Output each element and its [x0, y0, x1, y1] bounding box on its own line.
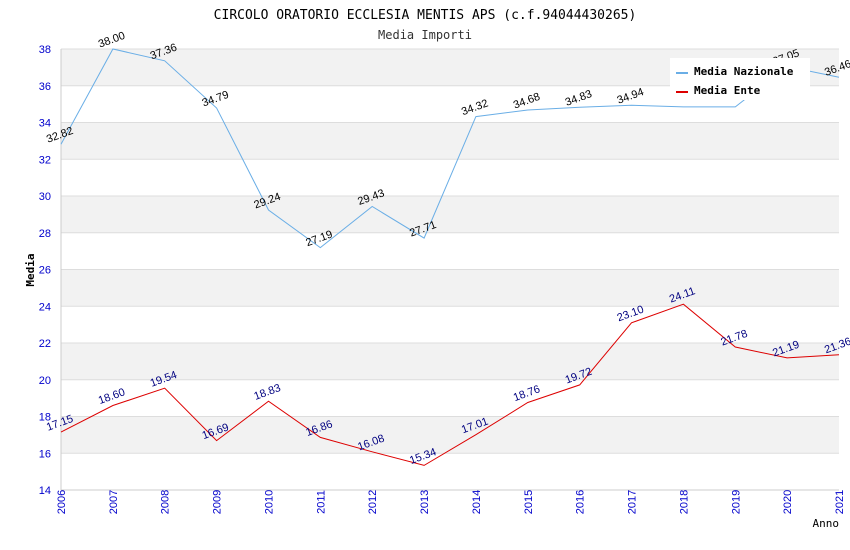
series-line-nazionale — [60, 48, 840, 249]
y-tick-label: 14 — [39, 485, 51, 497]
x-tick-label: 2020 — [782, 490, 794, 514]
y-tick-label: 28 — [39, 228, 51, 240]
y-tick-label: 20 — [39, 375, 51, 387]
y-tick-label: 16 — [39, 448, 51, 460]
grid-band — [61, 453, 839, 490]
y-tick-label: 32 — [39, 154, 51, 166]
x-axis-label: Anno — [813, 517, 840, 530]
x-tick-label: 2016 — [575, 490, 587, 514]
grid-band — [61, 122, 839, 160]
legend-box — [670, 58, 810, 100]
x-tick-label: 2006 — [56, 490, 68, 514]
y-tick-label: 36 — [39, 81, 51, 93]
grid-bands — [61, 49, 839, 490]
grid-band — [61, 269, 839, 307]
y-axis-ticks: 14 16 18 20 22 24 26 28 30 32 34 36 38 — [39, 44, 51, 497]
x-tick-label: 2017 — [627, 490, 639, 514]
y-axis-label: Media — [24, 253, 37, 286]
y-tick-label: 24 — [39, 301, 51, 313]
legend: Media Nazionale Media Ente — [670, 58, 810, 100]
grid-band — [61, 196, 839, 233]
series-line-ente — [60, 303, 840, 466]
x-tick-label: 2008 — [160, 490, 172, 514]
x-tick-label: 2018 — [678, 490, 690, 514]
x-tick-label: 2014 — [471, 490, 483, 514]
grid-band — [61, 416, 839, 454]
chart-title: CIRCOLO ORATORIO ECCLESIA MENTIS APS (c.… — [214, 8, 637, 23]
grid-band — [61, 232, 839, 270]
x-tick-label: 2021 — [834, 490, 846, 514]
x-tick-label: 2013 — [419, 490, 431, 514]
y-tick-label: 38 — [39, 44, 51, 56]
grid-band — [61, 379, 839, 417]
x-tick-label: 2011 — [315, 490, 327, 514]
y-tick-label: 22 — [39, 338, 51, 350]
x-tick-label: 2007 — [108, 490, 120, 514]
x-tick-label: 2019 — [730, 490, 742, 514]
x-tick-label: 2010 — [263, 490, 275, 514]
x-tick-label: 2009 — [212, 490, 224, 514]
data-label: 38.00 — [97, 30, 127, 51]
grid-band — [61, 343, 839, 380]
y-tick-label: 26 — [39, 265, 51, 277]
chart-subtitle: Media Importi — [378, 28, 472, 42]
x-tick-label: 2012 — [367, 490, 379, 514]
x-axis-ticks: 2006 2007 2008 2009 2010 2011 2012 2013 2014 2015… — [56, 490, 846, 514]
grid-lines — [60, 48, 839, 491]
legend-label-ente: Media Ente — [694, 84, 761, 97]
x-tick-label: 2015 — [523, 490, 535, 514]
y-tick-label: 30 — [39, 191, 51, 203]
y-tick-label: 34 — [39, 118, 51, 130]
y-tick-label: 18 — [39, 412, 51, 424]
grid-band — [61, 306, 839, 343]
legend-label-nazionale: Media Nazionale — [694, 65, 794, 78]
